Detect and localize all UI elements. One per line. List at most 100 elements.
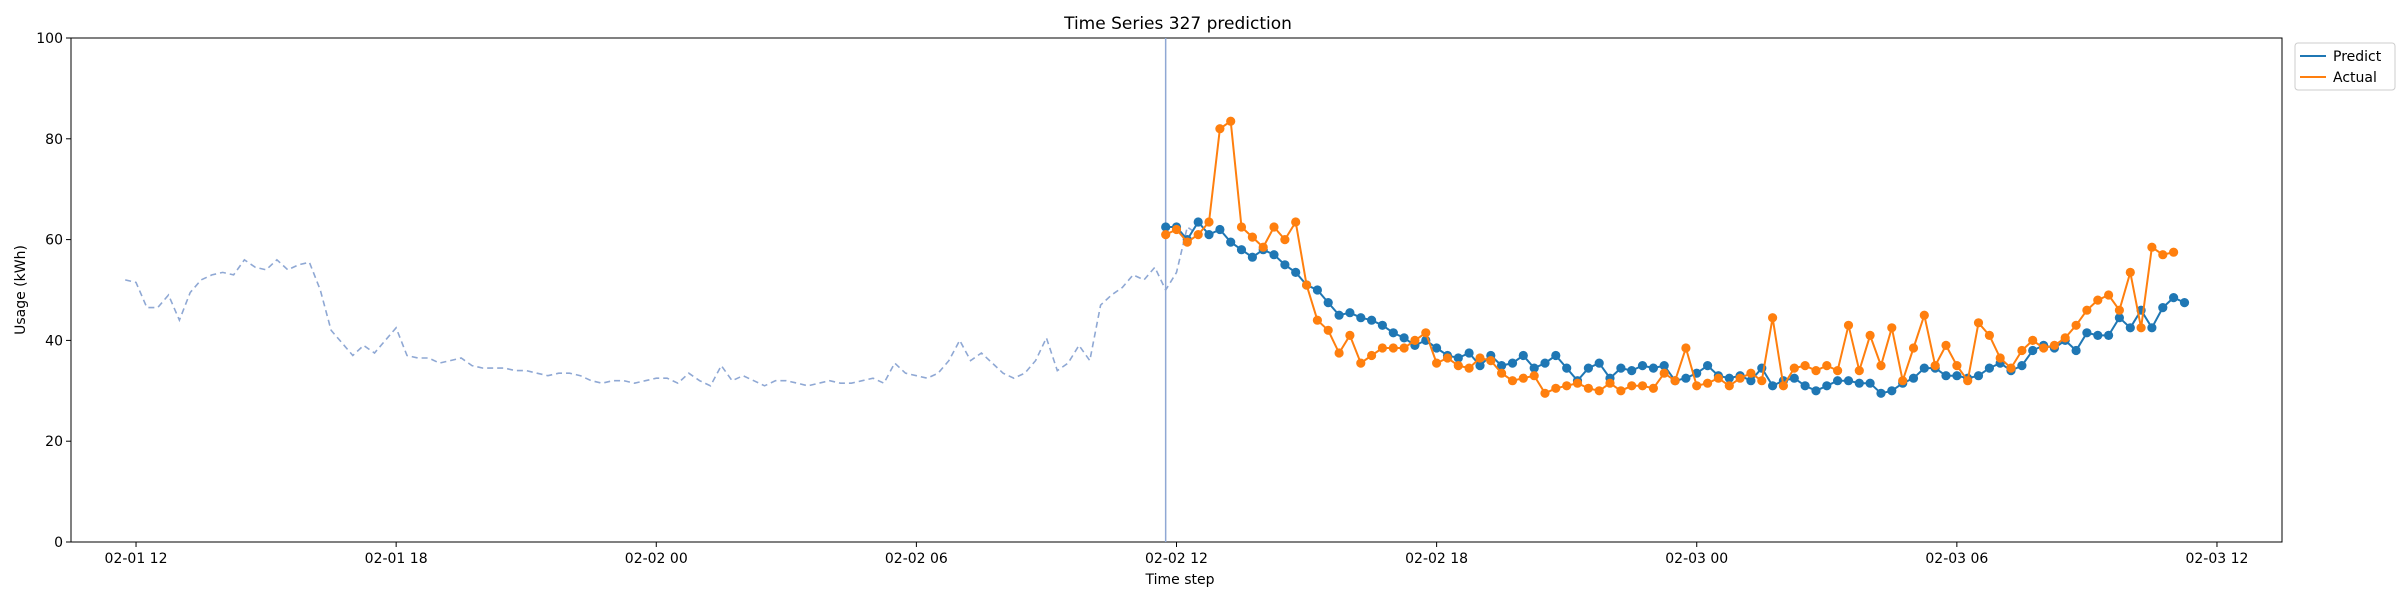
x-tick-label: 02-02 12 xyxy=(1145,551,1208,567)
plot-area: 0 20 40 60 80 100 02-01 12 02-01 18 02-02 00 02-0… xyxy=(36,31,2283,567)
series-point-predict xyxy=(1497,361,1507,371)
series-point-actual xyxy=(1952,361,1962,371)
series-point-actual xyxy=(1312,315,1322,325)
series-point-actual xyxy=(1898,376,1908,386)
series-point-actual xyxy=(1442,353,1453,363)
series-point-actual xyxy=(1507,376,1518,386)
chart-title: Time Series 327 prediction xyxy=(1063,14,1292,34)
series-point-actual xyxy=(1226,116,1236,126)
series-point-actual xyxy=(1345,330,1355,340)
series-point-predict xyxy=(1919,363,1929,373)
series-point-actual xyxy=(1388,343,1398,353)
series-point-actual xyxy=(1367,350,1377,361)
x-tick-label: 02-01 18 xyxy=(365,551,428,567)
series-point-predict xyxy=(1529,363,1539,373)
series-point-predict xyxy=(2093,330,2103,340)
series-point-actual xyxy=(1302,280,1312,290)
series-point-actual xyxy=(1464,363,1474,373)
series-point-predict xyxy=(1367,315,1377,325)
series-point-actual xyxy=(1627,381,1637,391)
series-point-actual xyxy=(1800,361,1810,371)
series-point-actual xyxy=(1670,376,1680,386)
series-point-predict xyxy=(1724,373,1734,383)
series-point-predict xyxy=(1746,376,1756,386)
y-tick-label: 80 xyxy=(45,132,63,148)
series-point-actual xyxy=(1334,348,1344,358)
series-point-actual xyxy=(1995,353,2005,363)
series-point-actual xyxy=(1768,313,1778,323)
series-point-actual xyxy=(1247,232,1257,242)
series-point-predict xyxy=(2158,303,2168,313)
series-line-actual xyxy=(1165,119,2174,395)
series-point-predict xyxy=(1941,371,1951,381)
y-tick-label: 20 xyxy=(45,434,63,450)
y-tick-label: 40 xyxy=(45,333,63,349)
series-point-actual xyxy=(1616,386,1626,396)
series-point-predict xyxy=(1648,363,1658,373)
series-point-actual xyxy=(2049,340,2059,350)
series-point-actual xyxy=(1605,378,1615,388)
series-point-predict xyxy=(1865,378,1875,388)
series-point-predict xyxy=(1236,245,1247,255)
series-point-actual xyxy=(1876,361,1886,371)
series-point-predict xyxy=(1562,363,1572,373)
series-point-actual xyxy=(1421,328,1431,338)
series-point-actual xyxy=(1659,368,1669,378)
x-axis-label: Time step xyxy=(1145,572,1215,588)
series-point-predict xyxy=(2017,361,2027,371)
series-point-predict xyxy=(2179,298,2190,308)
series-point-predict xyxy=(1822,381,1832,391)
series-point-actual xyxy=(1193,230,1203,240)
series-point-predict xyxy=(2082,328,2092,338)
series-point-actual xyxy=(2071,320,2081,330)
y-axis-label: Usage (kWh) xyxy=(13,245,29,335)
legend-label-predict: Predict xyxy=(2333,49,2382,65)
series-point-predict xyxy=(1388,328,1398,338)
series-point-actual xyxy=(1811,366,1821,376)
series-point-actual xyxy=(2028,335,2038,345)
series-point-actual xyxy=(1171,224,1182,235)
series-point-predict xyxy=(1204,230,1214,240)
series-point-actual xyxy=(1518,373,1528,383)
series-point-actual xyxy=(1887,323,1897,333)
series-point-predict xyxy=(1291,267,1301,277)
series-point-predict xyxy=(1908,373,1919,383)
series-point-predict xyxy=(2028,345,2038,356)
series-point-predict xyxy=(1833,376,1843,386)
series-point-predict xyxy=(1432,343,1442,353)
series-point-actual xyxy=(1497,368,1507,378)
series-point-actual xyxy=(1529,371,1539,381)
series-point-predict xyxy=(1193,217,1203,227)
series-point-predict xyxy=(1161,222,1171,232)
x-tick-label: 02-02 06 xyxy=(885,551,948,567)
series-point-predict xyxy=(1507,358,1518,368)
series-point-predict xyxy=(1540,358,1550,368)
x-tick-label: 02-03 00 xyxy=(1665,551,1728,567)
series-point-predict xyxy=(1551,350,1561,361)
series-point-predict xyxy=(1583,363,1593,373)
series-point-predict xyxy=(1637,361,1648,371)
series-point-actual xyxy=(2039,343,2049,353)
series-point-actual xyxy=(2169,247,2179,257)
series-point-predict xyxy=(1280,260,1290,270)
series-point-predict xyxy=(2071,345,2081,356)
series-point-actual xyxy=(1865,330,1875,340)
series-point-predict xyxy=(1973,371,1984,381)
series-point-actual xyxy=(1236,222,1247,232)
series-point-predict xyxy=(1594,358,1604,368)
series-point-predict xyxy=(2104,330,2114,340)
series-point-actual xyxy=(1475,353,1485,363)
series-point-actual xyxy=(1291,217,1301,227)
series-point-actual xyxy=(1703,378,1713,388)
series-point-actual xyxy=(1280,235,1290,245)
series-point-predict xyxy=(1464,348,1474,358)
series-point-actual xyxy=(1724,381,1734,391)
series-point-predict xyxy=(1323,298,1333,308)
series-point-actual xyxy=(1648,383,1658,393)
series-point-predict xyxy=(2147,323,2157,333)
series-point-predict xyxy=(1399,333,1409,343)
series-point-actual xyxy=(1789,363,1799,373)
series-point-actual xyxy=(1822,361,1832,371)
series-point-predict xyxy=(2169,293,2179,303)
series-point-actual xyxy=(1941,340,1951,350)
